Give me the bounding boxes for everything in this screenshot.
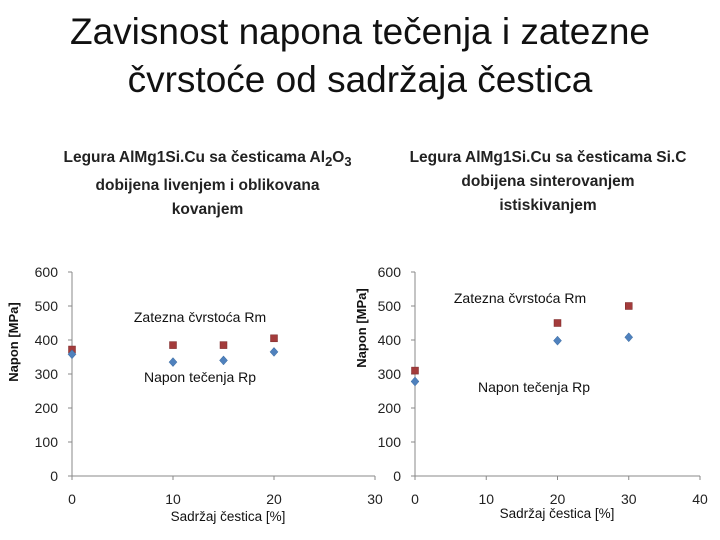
annotation-rm: Zatezna čvrstoća Rm: [454, 290, 586, 306]
y-tick-label: 500: [378, 298, 402, 314]
page-title-line1: Zavisnost napona tečenja i zatezne: [69, 11, 651, 52]
point-rp: [67, 349, 77, 360]
annotation-rp: Napon tečenja Rp: [478, 379, 590, 395]
y-tick-label: 300: [35, 366, 59, 382]
y-tick-label: 400: [378, 332, 402, 348]
left-title-sub-2: 2: [325, 154, 333, 170]
x-tick-label: 0: [68, 491, 76, 507]
y-tick-label: 100: [35, 434, 59, 450]
y-axis-label: Napon [MPa]: [354, 288, 369, 367]
y-tick-label: 200: [378, 400, 402, 416]
y-tick-label: 0: [50, 468, 58, 484]
left-panel-title-line1: Legura AlMg1Si.Cu sa česticama Al2O3: [30, 146, 385, 174]
y-tick-label: 400: [35, 332, 59, 348]
y-tick-label: 300: [378, 366, 402, 382]
y-tick-label: 100: [378, 434, 402, 450]
left-title-text: Legura AlMg1Si.Cu sa česticama Al: [63, 149, 326, 166]
x-tick-label: 10: [478, 491, 494, 507]
x-tick-label: 20: [266, 491, 282, 507]
right-panel-title-line2: dobijena sinterovanjem: [461, 173, 635, 190]
annotation-rp: Napon tečenja Rp: [144, 369, 256, 385]
point-rm: [169, 341, 177, 349]
x-tick-label: 0: [411, 491, 419, 507]
x-tick-label: 30: [621, 491, 637, 507]
annotation-rm: Zatezna čvrstoća Rm: [134, 309, 266, 325]
y-tick-label: 0: [393, 468, 401, 484]
x-tick-label: 40: [692, 491, 708, 507]
x-tick-label: 30: [367, 491, 383, 507]
point-rp: [269, 347, 279, 357]
left-title-sub-3: 3: [344, 154, 352, 170]
right-panel-title: Legura AlMg1Si.Cu sa česticama Si.C dobi…: [368, 146, 720, 218]
left-title-o: O: [332, 149, 345, 166]
x-tick-label: 20: [550, 491, 566, 507]
page-title-line2: čvrstoće od sadržaja čestica: [127, 59, 593, 100]
point-rp: [168, 357, 178, 367]
chart-left: 0 100 200 300 400 500 600 0 10 20 30 Sadržaj čestic…: [6, 264, 383, 524]
point-rp: [410, 376, 420, 387]
right-panel-title-line1: Legura AlMg1Si.Cu sa česticama Si.C: [409, 149, 687, 166]
point-rm: [411, 366, 419, 375]
right-panel-title-line3: istiskivanjem: [499, 197, 597, 214]
left-panel-title: Legura AlMg1Si.Cu sa česticama Al2O3 dob…: [30, 146, 385, 222]
x-axis-label: Sadržaj čestica [%]: [500, 506, 615, 521]
y-tick-label: 600: [35, 264, 59, 280]
chart-right: 0 100 200 300 400 500 600 0 10 20 30 40 Sadržaj čest…: [354, 264, 708, 521]
left-panel-title-line2: dobijena livenjem i oblikovana: [95, 177, 320, 195]
y-axis-label: Napon [MPa]: [6, 302, 21, 381]
point-rp: [624, 332, 634, 343]
y-tick-label: 600: [378, 264, 402, 280]
point-rm: [270, 334, 278, 343]
point-rp: [553, 335, 562, 346]
x-tick-label: 10: [165, 491, 181, 507]
y-tick-label: 200: [35, 400, 59, 416]
page-title: Zavisnost napona tečenja i zatezne čvrst…: [0, 8, 720, 104]
x-axis-label: Sadržaj čestica [%]: [171, 509, 286, 524]
point-rm: [219, 341, 228, 349]
point-rm: [625, 302, 633, 310]
point-rp: [219, 355, 228, 366]
point-rm: [553, 319, 562, 327]
y-tick-label: 500: [35, 298, 59, 314]
left-panel-title-line3: kovanjem: [171, 201, 244, 219]
